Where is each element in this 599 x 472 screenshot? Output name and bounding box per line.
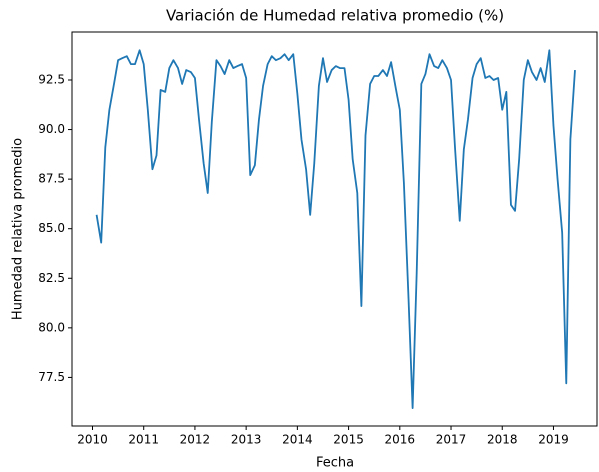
x-tick-label: 2019 <box>538 433 569 447</box>
x-tick-label: 2017 <box>436 433 467 447</box>
y-tick-label: 87.5 <box>38 172 65 186</box>
x-tick-label: 2014 <box>282 433 313 447</box>
x-tick-label: 2016 <box>385 433 416 447</box>
x-axis-label: Fecha <box>316 456 354 471</box>
y-tick-label: 82.5 <box>38 271 65 285</box>
chart-title: Variación de Humedad relativa promedio (… <box>166 7 504 25</box>
x-tick-label: 2013 <box>231 433 262 447</box>
y-tick-label: 80.0 <box>38 320 65 334</box>
y-axis-label: Humedad relativa promedio <box>11 138 26 320</box>
y-tick-label: 92.5 <box>38 72 65 86</box>
x-tick-label: 2015 <box>333 433 364 447</box>
y-tick-label: 90.0 <box>38 122 65 136</box>
x-tick-label: 2012 <box>180 433 211 447</box>
data-line <box>95 49 576 410</box>
y-tick-label: 85.0 <box>38 221 65 235</box>
x-tick-label: 2018 <box>487 433 518 447</box>
x-tick-label: 2010 <box>77 433 108 447</box>
plot-frame <box>71 31 598 427</box>
y-tick-label: 77.5 <box>38 370 65 384</box>
x-tick-label: 2011 <box>128 433 159 447</box>
